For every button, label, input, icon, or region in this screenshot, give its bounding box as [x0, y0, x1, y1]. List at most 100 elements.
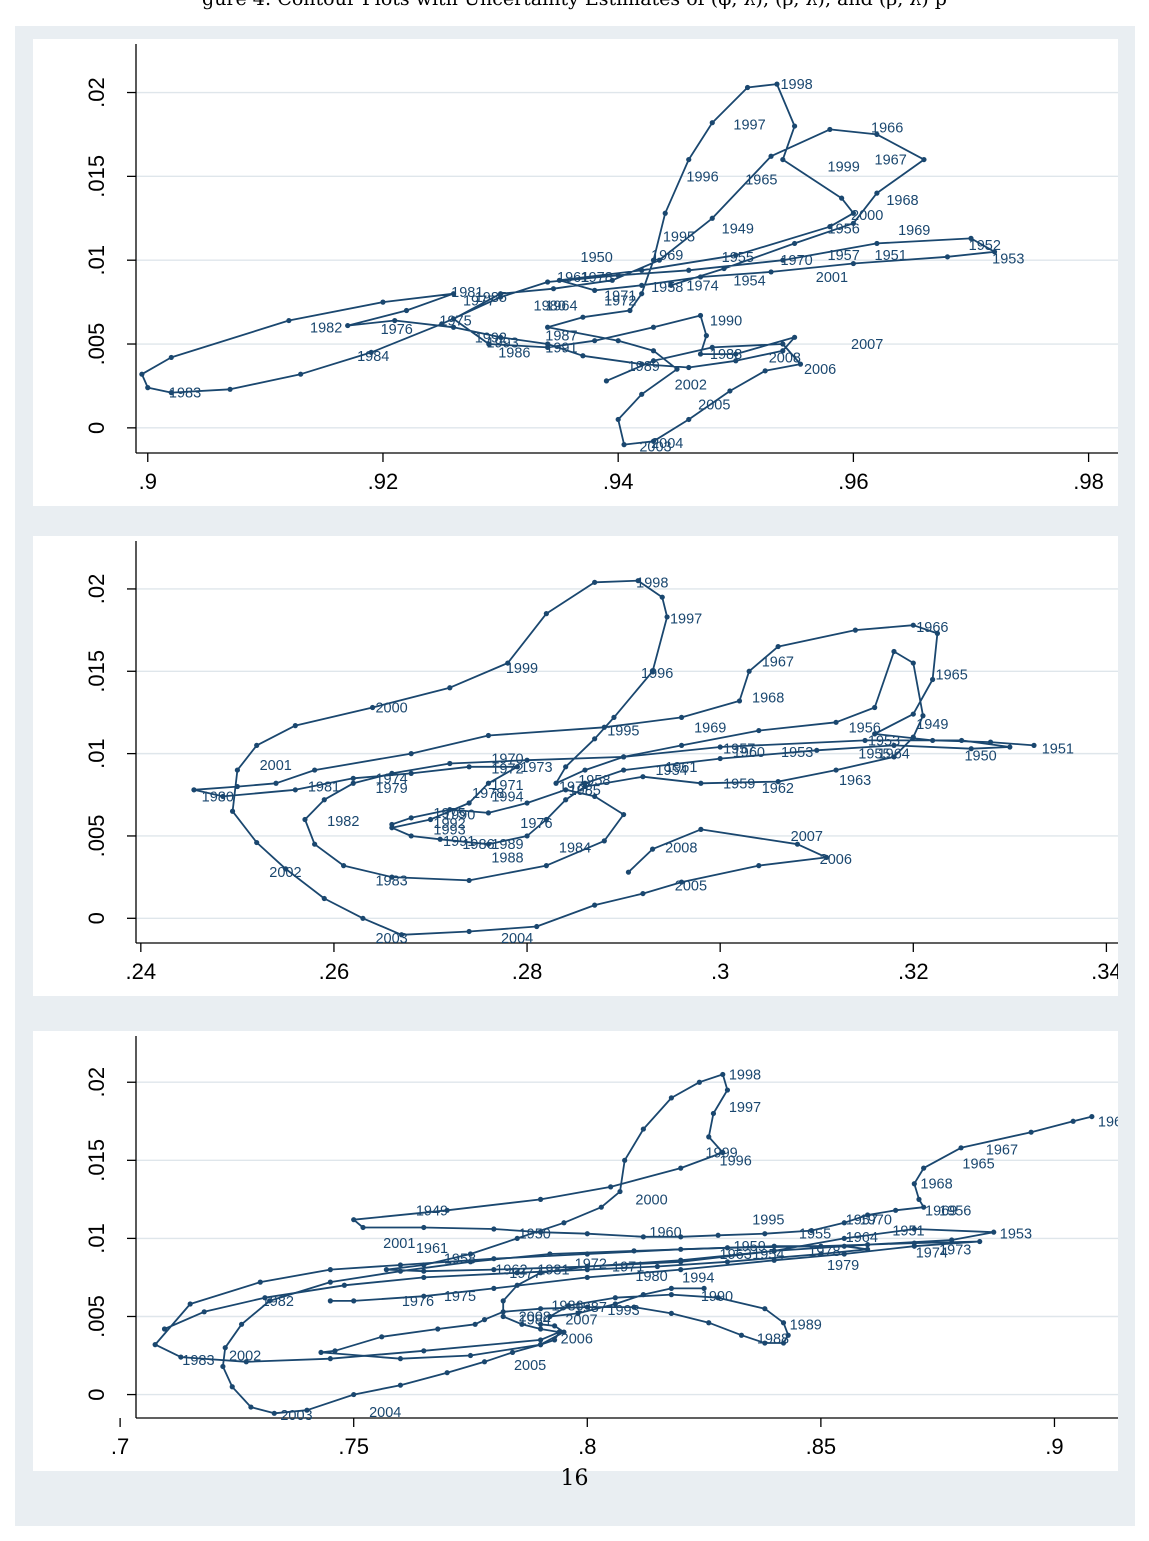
- data-label: 1955: [722, 250, 754, 266]
- data-point: [639, 361, 645, 367]
- data-label: 1950: [964, 748, 996, 764]
- data-point: [220, 793, 226, 800]
- data-point: [561, 1220, 567, 1226]
- data-label: 1955: [858, 747, 890, 763]
- data-point: [706, 1320, 712, 1326]
- data-point: [678, 1234, 684, 1240]
- series-line: [141, 83, 996, 446]
- data-label: 1994: [682, 1270, 714, 1286]
- data-point: [823, 854, 829, 860]
- data-point: [397, 1268, 404, 1274]
- data-point: [791, 334, 798, 340]
- data-label: 1975: [433, 806, 465, 822]
- data-point: [920, 713, 926, 719]
- data-label: 1953: [992, 252, 1024, 268]
- figure-caption-text: gure 4: Contour Plots with Uncertainty E…: [0, 0, 1149, 10]
- data-point: [768, 269, 774, 275]
- data-label: 2003: [639, 439, 671, 455]
- data-point: [850, 220, 856, 226]
- data-label: 1981: [451, 285, 483, 301]
- data-point: [1007, 744, 1013, 750]
- data-label: 1973: [520, 760, 552, 776]
- data-point: [668, 1285, 674, 1291]
- data-label: 1956: [939, 1203, 971, 1219]
- data-point: [491, 1267, 497, 1273]
- data-label: 2005: [698, 397, 730, 413]
- data-point: [327, 1279, 333, 1285]
- data-point: [437, 836, 443, 842]
- data-label: 1976: [402, 1294, 434, 1310]
- data-label: 1996: [686, 169, 718, 185]
- data-label: 1961: [416, 1241, 448, 1257]
- data-label: 1969: [694, 720, 726, 736]
- data-point: [756, 727, 762, 734]
- data-point: [864, 1242, 871, 1248]
- data-point: [649, 846, 656, 852]
- data-point: [408, 770, 414, 776]
- data-label: 1983: [375, 873, 407, 889]
- data-label: 1957: [828, 248, 860, 264]
- data-label: 2001: [816, 270, 848, 286]
- data-point: [603, 378, 610, 384]
- data-label: 1989: [491, 837, 523, 853]
- data-point: [703, 333, 709, 339]
- data-point: [650, 438, 657, 444]
- data-point: [491, 1256, 497, 1262]
- data-label: 1988: [757, 1331, 789, 1347]
- data-label: 1955: [799, 1227, 831, 1243]
- data-point: [780, 1320, 787, 1326]
- data-label: 1961: [665, 760, 697, 776]
- data-point: [509, 1349, 516, 1356]
- y-tick-label: .005: [84, 815, 109, 858]
- data-point: [674, 366, 680, 372]
- data-point: [650, 324, 657, 330]
- data-label: 1978: [808, 1244, 840, 1260]
- data-point: [701, 1285, 707, 1291]
- data-point: [248, 1404, 254, 1410]
- data-label: 1970: [780, 253, 812, 269]
- data-point: [397, 1262, 404, 1268]
- data-point: [715, 1295, 721, 1301]
- data-point: [318, 1349, 324, 1356]
- data-point: [639, 267, 645, 273]
- data-label: 1958: [444, 1252, 476, 1268]
- data-point: [187, 1301, 193, 1307]
- data-point: [350, 780, 356, 786]
- data-label: 2002: [269, 865, 301, 881]
- data-point: [733, 351, 739, 357]
- data-point: [715, 1232, 721, 1238]
- data-point: [921, 1165, 927, 1171]
- data-point: [717, 744, 723, 750]
- data-label: 1962: [762, 781, 794, 797]
- data-point: [916, 1196, 922, 1202]
- data-point: [168, 390, 174, 396]
- data-point: [686, 364, 692, 371]
- data-point: [243, 1359, 249, 1365]
- data-point: [639, 291, 645, 297]
- data-point: [545, 341, 551, 347]
- data-point: [625, 869, 632, 875]
- data-label: 1978: [581, 270, 613, 286]
- data-point: [485, 841, 492, 847]
- data-point: [968, 746, 974, 752]
- data-label: 1958: [651, 280, 683, 296]
- data-point: [563, 787, 569, 793]
- data-label: 1986: [498, 345, 530, 361]
- data-point: [543, 611, 549, 617]
- y-tick-label: .01: [84, 1223, 109, 1254]
- data-point: [439, 321, 445, 327]
- data-point: [733, 252, 739, 258]
- data-point: [627, 307, 633, 314]
- data-point: [351, 1391, 357, 1398]
- data-point: [566, 1302, 572, 1309]
- data-point: [921, 1204, 927, 1210]
- data-point: [841, 1251, 847, 1257]
- data-label: 1978: [472, 786, 504, 802]
- data-label: 1965: [962, 1156, 994, 1172]
- data-point: [872, 731, 878, 737]
- data-point: [771, 1248, 777, 1254]
- y-tick-label: .015: [84, 650, 109, 693]
- data-label: 1988: [710, 347, 742, 363]
- data-point: [254, 839, 260, 846]
- data-point: [421, 1293, 427, 1299]
